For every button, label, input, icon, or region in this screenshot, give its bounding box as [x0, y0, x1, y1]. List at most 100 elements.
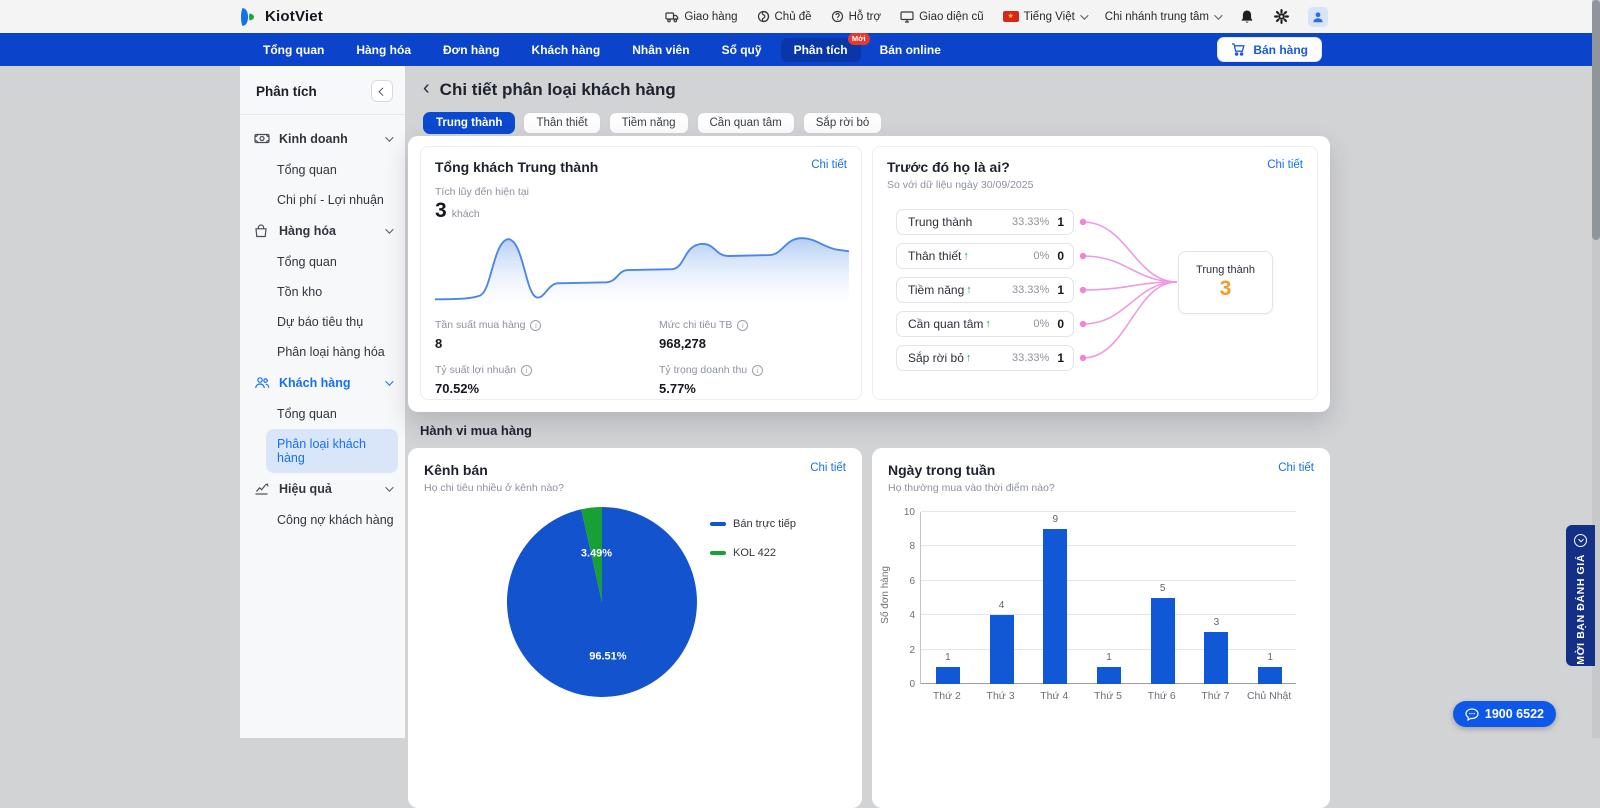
metric-3: Tỷ trọng doanh thu i 5.77% [659, 364, 847, 396]
metric-value: 5.77% [659, 381, 696, 396]
nav-item-label: Khách hàng [531, 42, 601, 57]
delivery-link[interactable]: Giao hàng [665, 11, 738, 23]
language-selector[interactable]: ★ Tiếng Việt [1002, 10, 1089, 23]
sidebar-section-2[interactable]: Khách hàng [240, 367, 405, 399]
bar-0 [935, 666, 960, 684]
sidebar-item-3-0[interactable]: Công nợ khách hàng [277, 513, 394, 527]
efficiency-icon [254, 482, 270, 496]
bar-value-label: 1 [1267, 651, 1273, 663]
y-tick-label: 8 [909, 541, 915, 553]
hotline-button[interactable]: 1900 6522 [1452, 701, 1556, 727]
sell-button[interactable]: Bán hàng [1217, 37, 1322, 62]
sidebar-item-0-1[interactable]: Chi phí - Lợi nhuận [277, 193, 384, 207]
chat-icon [1465, 707, 1479, 721]
metric-value: 8 [435, 336, 443, 351]
pie-label-direct: 96.51% [589, 651, 627, 663]
language-label: Tiếng Việt [1023, 10, 1075, 23]
sidebar-item-1-0[interactable]: Tổng quan [277, 255, 337, 269]
origin-row-0: Trung thành 33.33% 1 [896, 209, 1074, 235]
metric-value: 968,278 [659, 336, 706, 351]
scrollbar-track [1592, 0, 1600, 738]
nav-item-5[interactable]: Sổ quỹ [709, 38, 775, 62]
origin-card-detail-link[interactable]: Chi tiết [1267, 159, 1303, 171]
nav-item-4[interactable]: Nhân viên [619, 38, 702, 62]
sidebar-section-0[interactable]: Kinh doanh [240, 123, 405, 155]
theme-link[interactable]: Chủ đề [757, 10, 812, 23]
y-tick-label: 10 [903, 507, 915, 518]
up-arrow-icon: ↑ [965, 352, 972, 364]
y-tick-label: 4 [909, 610, 915, 622]
sidebar-menu: Kinh doanh Tổng quan Chi phí - Lợi nhuận Hà… [240, 115, 405, 535]
sidebar-item-1-1[interactable]: Tồn kho [277, 285, 323, 299]
sidebar-item-2-1[interactable]: Phân loại khách hàng [266, 429, 398, 473]
metric-0: Tần suất mua hàng i 8 [435, 319, 659, 351]
tab-2[interactable]: Tiềm năng [608, 112, 689, 134]
nav-item-2[interactable]: Đơn hàng [430, 38, 513, 62]
sales-channel-pie-chart: 96.51% 3.49% [506, 507, 697, 697]
origin-row-label: Trung thành [908, 215, 973, 229]
review-invite-tab[interactable]: MỜI BẠN ĐÁNH GIÁ [1566, 525, 1595, 666]
notifications-button[interactable] [1239, 9, 1255, 25]
tab-3[interactable]: Cần quan tâm [696, 112, 795, 134]
person-icon [1313, 11, 1323, 22]
business-icon [254, 132, 270, 146]
channel-card-detail-link[interactable]: Chi tiết [810, 462, 846, 474]
main-content: ‹ Chi tiết phân loại khách hàng Trung th… [405, 66, 1600, 808]
weekday-card-detail-link[interactable]: Chi tiết [1278, 462, 1314, 474]
weekday-bar-chart: 0 2 4 6 8 10 1 4 9 1 5 3 1 [904, 507, 1296, 690]
sidebar-item-1-3[interactable]: Phân loại hàng hóa [277, 345, 385, 359]
sidebar-section-3[interactable]: Hiệu quả [240, 473, 405, 505]
pie-slice-direct [506, 507, 697, 697]
back-button[interactable]: ‹ [423, 77, 430, 99]
gridline [921, 579, 1296, 581]
review-invite-label: MỜI BẠN ĐÁNH GIÁ [1574, 554, 1587, 665]
info-icon[interactable]: i [752, 364, 764, 376]
gridline [921, 545, 1296, 547]
branch-selector[interactable]: Chi nhánh trung tâm [1105, 11, 1223, 23]
metric-2: Tỷ suất lợi nhuận i 70.52% [435, 364, 659, 396]
hotline-number: 1900 6522 [1484, 707, 1544, 721]
page-title: Chi tiết phân loại khách hàng [439, 80, 676, 99]
tab-0[interactable]: Trung thành [423, 112, 516, 134]
nav-item-6[interactable]: Phân tích Mới [780, 32, 870, 62]
customers-icon [254, 376, 270, 390]
channel-card-title: Kênh bán [424, 462, 488, 478]
sidebar-item-2-0[interactable]: Tổng quan [277, 407, 337, 421]
origin-row-percent: 33.33% [1012, 216, 1050, 228]
up-arrow-icon: ↑ [985, 318, 991, 330]
nav-item-label: Tổng quan [263, 42, 325, 57]
loyal-card-detail-link[interactable]: Chi tiết [811, 159, 847, 171]
metric-label: Tỷ suất lợi nhuận [435, 364, 517, 376]
nav-item-7[interactable]: Bán online [867, 38, 954, 62]
bar-5 [1204, 632, 1229, 684]
legend-swatch [710, 522, 726, 526]
nav-item-3[interactable]: Khách hàng [519, 38, 614, 62]
metric-1: Mức chi tiêu TB i 968,278 [659, 319, 847, 351]
scrollbar-thumb[interactable] [1592, 0, 1600, 240]
sidebar-section-1[interactable]: Hàng hóa [240, 215, 405, 247]
x-tick-label: Thứ 6 [1147, 690, 1176, 702]
sidebar-collapse-button[interactable] [371, 80, 393, 102]
user-avatar[interactable] [1308, 6, 1328, 27]
origin-row-count: 0 [1057, 317, 1064, 331]
tab-4[interactable]: Sắp rời bỏ [802, 112, 883, 134]
kiotviet-logo-icon [241, 7, 254, 26]
x-tick-label: Thứ 2 [932, 690, 961, 702]
old-interface-link[interactable]: Giao diện cũ [900, 11, 984, 23]
info-icon[interactable]: i [521, 364, 533, 376]
sidebar-item-0-0[interactable]: Tổng quan [277, 163, 337, 177]
sidebar-item-1-2[interactable]: Dự báo tiêu thụ [277, 315, 364, 329]
settings-button[interactable] [1274, 9, 1289, 24]
support-link[interactable]: Hỗ trợ [831, 10, 881, 23]
nav-item-0[interactable]: Tổng quan [250, 38, 337, 62]
info-icon[interactable]: i [530, 319, 542, 331]
vietnam-flag-icon: ★ [1002, 11, 1019, 22]
weekday-card-subtitle: Họ thường mua vào thời điểm nào? [888, 482, 1055, 494]
old-interface-link-label: Giao diện cũ [919, 10, 984, 23]
origin-row-label: Cần quan tâm [908, 317, 984, 331]
nav-item-label: Hàng hóa [356, 42, 411, 57]
info-icon[interactable]: i [737, 319, 749, 331]
bar-value-label: 9 [1052, 514, 1059, 526]
tab-1[interactable]: Thân thiết [523, 112, 601, 134]
nav-item-1[interactable]: Hàng hóa [343, 38, 424, 62]
